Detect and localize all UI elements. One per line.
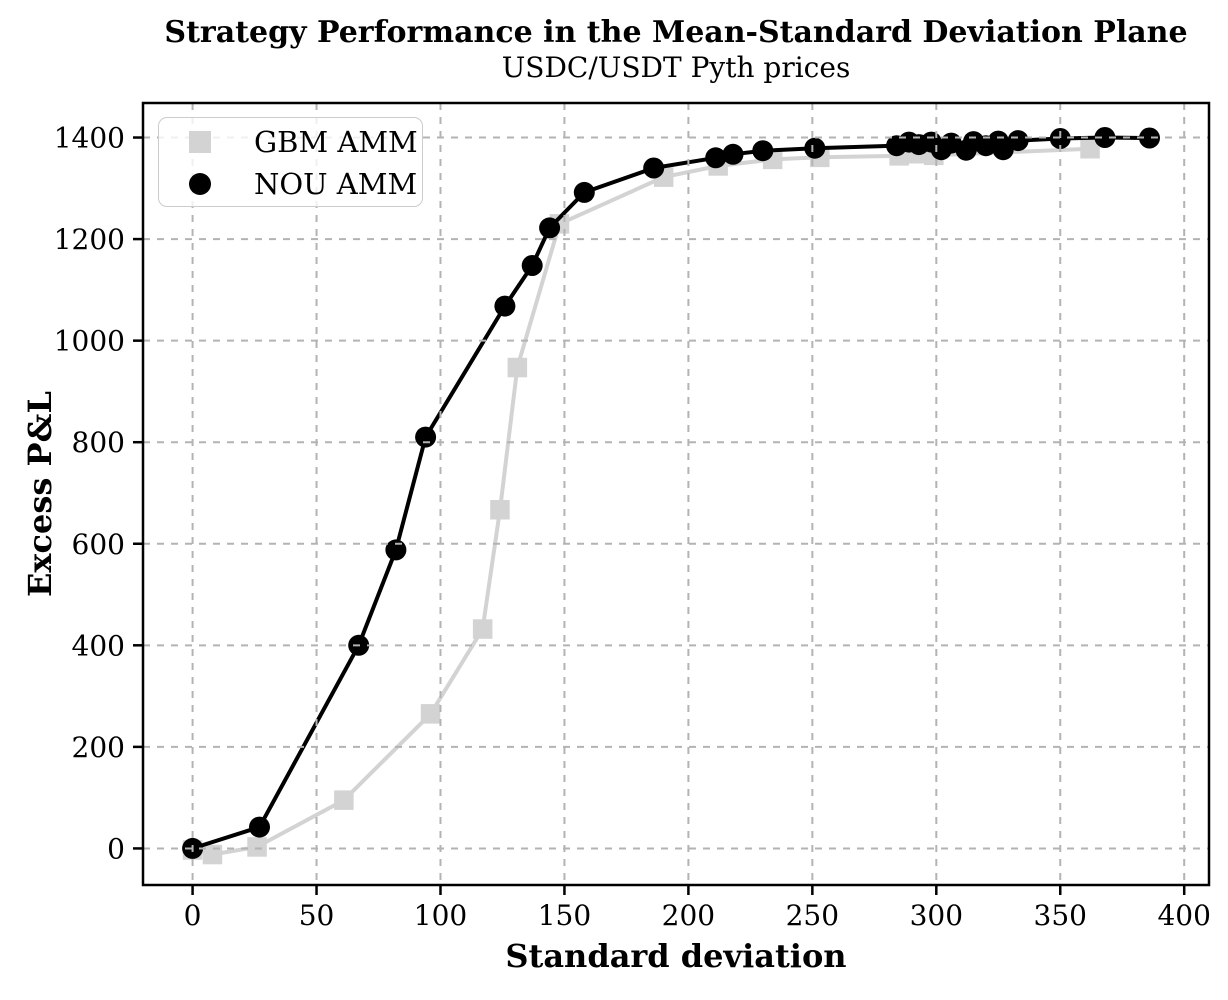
data-point-circle [705, 147, 727, 169]
data-point-square [507, 357, 528, 378]
x-tick-label: 0 [184, 899, 202, 932]
series-line-nou-amm [190, 135, 1152, 851]
circle-marker-icon [189, 173, 211, 195]
x-tick-label: 300 [910, 899, 963, 932]
y-tick-label: 600 [72, 528, 125, 561]
chart-subtitle: USDC/USDT Pyth prices [501, 51, 851, 84]
data-point-square [202, 844, 223, 865]
data-point-square [490, 500, 510, 520]
x-tick-label: 350 [1034, 899, 1087, 932]
legend-entry-nou-amm: NOU AMM [189, 163, 422, 205]
plot-border [141, 101, 1211, 887]
series-line-gbm-amm [190, 146, 1092, 857]
legend: GBM AMM NOU AMM [158, 117, 423, 207]
square-marker-icon [189, 131, 211, 153]
y-tick-label: 800 [72, 426, 125, 459]
data-point-circle [415, 426, 437, 448]
data-point-circle [494, 295, 516, 317]
y-tick-label: 400 [72, 629, 125, 662]
y-tick-label: 0 [107, 832, 125, 865]
data-point-circle [722, 143, 744, 165]
y-tick-label: 1400 [54, 122, 125, 155]
data-point-circle [643, 157, 665, 179]
y-tick-label: 1000 [54, 325, 125, 358]
data-point-circle [1007, 130, 1029, 152]
data-point-circle [539, 217, 561, 239]
x-tick-label: 250 [786, 899, 839, 932]
x-tick-label: 100 [414, 899, 467, 932]
y-axis-label: Excess P&L [21, 391, 59, 597]
data-point-circle [1094, 127, 1116, 148]
data-point-square [334, 790, 354, 810]
data-point-square [420, 704, 441, 724]
data-point-circle [1049, 128, 1071, 149]
y-tick-label: 200 [72, 731, 125, 764]
x-tick-label: 150 [538, 899, 591, 932]
data-point-square [247, 837, 267, 857]
data-point-circle [1139, 127, 1160, 149]
data-point-circle [249, 816, 270, 838]
x-tick-label: 50 [299, 899, 335, 932]
data-point-square [472, 619, 493, 639]
y-tick-label: 1200 [54, 223, 125, 256]
data-point-circle [804, 137, 826, 159]
data-point-circle [385, 539, 407, 561]
chart-title: Strategy Performance in the Mean-Standar… [164, 15, 1188, 50]
tick-labels-layer: 0 50 100 150 200 250 300 350 400 0 200 400 600 800 100… [54, 122, 1211, 932]
data-point-circle [521, 255, 543, 276]
data-point-circle [573, 181, 595, 203]
axis-ticks-layer [133, 136, 1186, 895]
legend-label: NOU AMM [254, 167, 418, 201]
legend-label: GBM AMM [254, 125, 418, 159]
gridlines-layer [143, 103, 1209, 885]
data-series-layer [182, 127, 1160, 865]
legend-entry-gbm-amm: GBM AMM [189, 121, 422, 163]
x-tick-label: 400 [1157, 899, 1210, 932]
x-tick-label: 200 [662, 899, 715, 932]
x-axis-label: Standard deviation [505, 937, 847, 975]
data-point-square [1080, 139, 1100, 159]
data-point-circle [752, 140, 774, 162]
